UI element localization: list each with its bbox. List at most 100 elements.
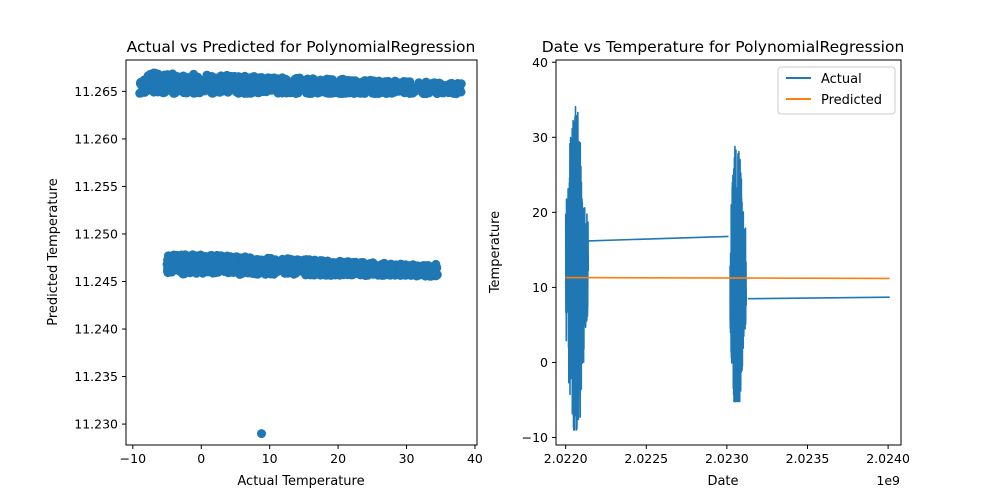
actual-segment xyxy=(747,296,890,300)
line-y-ticks: −10 0 10 20 30 40 xyxy=(522,55,556,445)
scatter-point xyxy=(224,86,234,96)
actual-oscillation-2 xyxy=(729,145,747,403)
line-y-tick-label: 0 xyxy=(540,355,548,370)
line-y-tick-label: 40 xyxy=(532,55,548,70)
scatter-y-tick-label: 11.245 xyxy=(74,274,118,289)
scatter-point xyxy=(431,259,441,269)
line-x-offset-text: 1e9 xyxy=(876,473,900,488)
scatter-point xyxy=(248,260,258,270)
scatter-point xyxy=(350,264,360,274)
scatter-point xyxy=(159,78,169,88)
line-y-tick-label: −10 xyxy=(522,430,548,445)
scatter-point xyxy=(302,263,312,273)
scatter-point xyxy=(230,252,239,262)
scatter-point xyxy=(283,268,293,278)
scatter-point xyxy=(412,84,422,94)
scatter-x-tick-label: 20 xyxy=(330,451,346,466)
scatter-point xyxy=(178,255,188,265)
scatter-point xyxy=(191,268,201,278)
scatter-point xyxy=(413,262,423,272)
scatter-y-tick-label: 11.250 xyxy=(74,226,118,241)
scatter-point xyxy=(257,73,267,82)
scatter-point xyxy=(449,81,459,90)
scatter-point xyxy=(434,78,444,88)
scatter-point xyxy=(356,258,366,267)
scatter-x-tick-label: 40 xyxy=(467,451,483,466)
scatter-point xyxy=(279,74,288,84)
scatter-point xyxy=(405,83,415,93)
scatter-point xyxy=(385,270,394,280)
scatter-y-tick-label: 11.255 xyxy=(74,179,118,194)
scatter-y-label: Predicted Temperature xyxy=(46,178,61,326)
scatter-point xyxy=(381,89,391,98)
line-x-tick-label: 2.0220 xyxy=(544,451,588,466)
scatter-x-ticks: −10 0 10 20 30 40 xyxy=(120,445,483,466)
scatter-point xyxy=(344,88,354,98)
scatter-y-tick-label: 11.260 xyxy=(74,131,118,146)
scatter-point xyxy=(198,268,208,278)
scatter-point xyxy=(169,263,178,273)
scatter-plot-area xyxy=(135,68,466,439)
line-x-tick-label: 2.0225 xyxy=(624,451,668,466)
scatter-point xyxy=(172,82,182,92)
scatter-point xyxy=(292,75,302,84)
scatter-point xyxy=(397,85,407,95)
actual-segment xyxy=(588,235,729,242)
scatter-point xyxy=(374,86,384,96)
scatter-point xyxy=(195,252,205,261)
scatter-point xyxy=(213,263,223,273)
scatter-point xyxy=(207,82,217,92)
scatter-point xyxy=(234,85,244,95)
scatter-point xyxy=(313,80,323,90)
scatter-point xyxy=(431,269,441,279)
scatter-point xyxy=(135,88,145,98)
line-title: Date vs Temperature for PolynomialRegres… xyxy=(542,38,905,56)
scatter-y-tick-label: 11.230 xyxy=(74,417,118,432)
line-y-tick-label: 10 xyxy=(532,280,548,295)
scatter-point xyxy=(419,79,429,89)
scatter-point xyxy=(343,75,353,85)
predicted-line xyxy=(565,276,890,280)
scatter-point xyxy=(274,83,284,93)
line-frame xyxy=(555,59,902,446)
scatter-point xyxy=(222,251,232,261)
scatter-point xyxy=(352,78,362,88)
scatter-point xyxy=(294,259,304,269)
scatter-point xyxy=(305,83,315,93)
line-plot-area xyxy=(564,105,890,431)
scatter-point xyxy=(141,82,151,92)
scatter-point xyxy=(198,83,208,93)
scatter-x-tick-label: −10 xyxy=(120,451,146,466)
scatter-point xyxy=(149,87,159,97)
line-x-tick-label: 2.0230 xyxy=(705,451,749,466)
scatter-point xyxy=(451,89,461,99)
scatter-point xyxy=(396,267,405,277)
scatter-y-ticks: 11.230 11.235 11.240 11.245 11.250 11.255 11.2… xyxy=(74,84,126,432)
legend-actual-label: Actual xyxy=(821,72,862,87)
scatter-point xyxy=(198,76,208,86)
line-axes: Date vs Temperature for PolynomialRegres… xyxy=(488,38,910,489)
scatter-point xyxy=(257,429,266,439)
scatter-point xyxy=(207,258,217,268)
scatter-x-tick-label: 30 xyxy=(399,451,415,466)
scatter-x-label: Actual Temperature xyxy=(237,474,364,489)
scatter-x-tick-label: 10 xyxy=(262,451,278,466)
scatter-title: Actual vs Predicted for PolynomialRegres… xyxy=(127,38,476,56)
scatter-point xyxy=(158,85,168,95)
scatter-point xyxy=(248,267,257,277)
scatter-point xyxy=(270,266,280,276)
line-x-label: Date xyxy=(707,474,738,489)
scatter-point xyxy=(368,268,378,278)
scatter-point xyxy=(150,68,160,78)
line-x-tick-label: 2.0240 xyxy=(866,451,910,466)
scatter-point xyxy=(317,269,327,279)
scatter-frame xyxy=(125,59,478,446)
line-y-tick-label: 20 xyxy=(532,205,548,220)
scatter-point xyxy=(325,78,335,88)
scatter-point xyxy=(309,264,319,274)
line-x-ticks: 2.0220 2.0225 2.0230 2.0235 2.0240 xyxy=(544,445,910,466)
scatter-point xyxy=(177,72,187,82)
scatter-point xyxy=(330,270,340,280)
scatter-point xyxy=(368,76,378,86)
